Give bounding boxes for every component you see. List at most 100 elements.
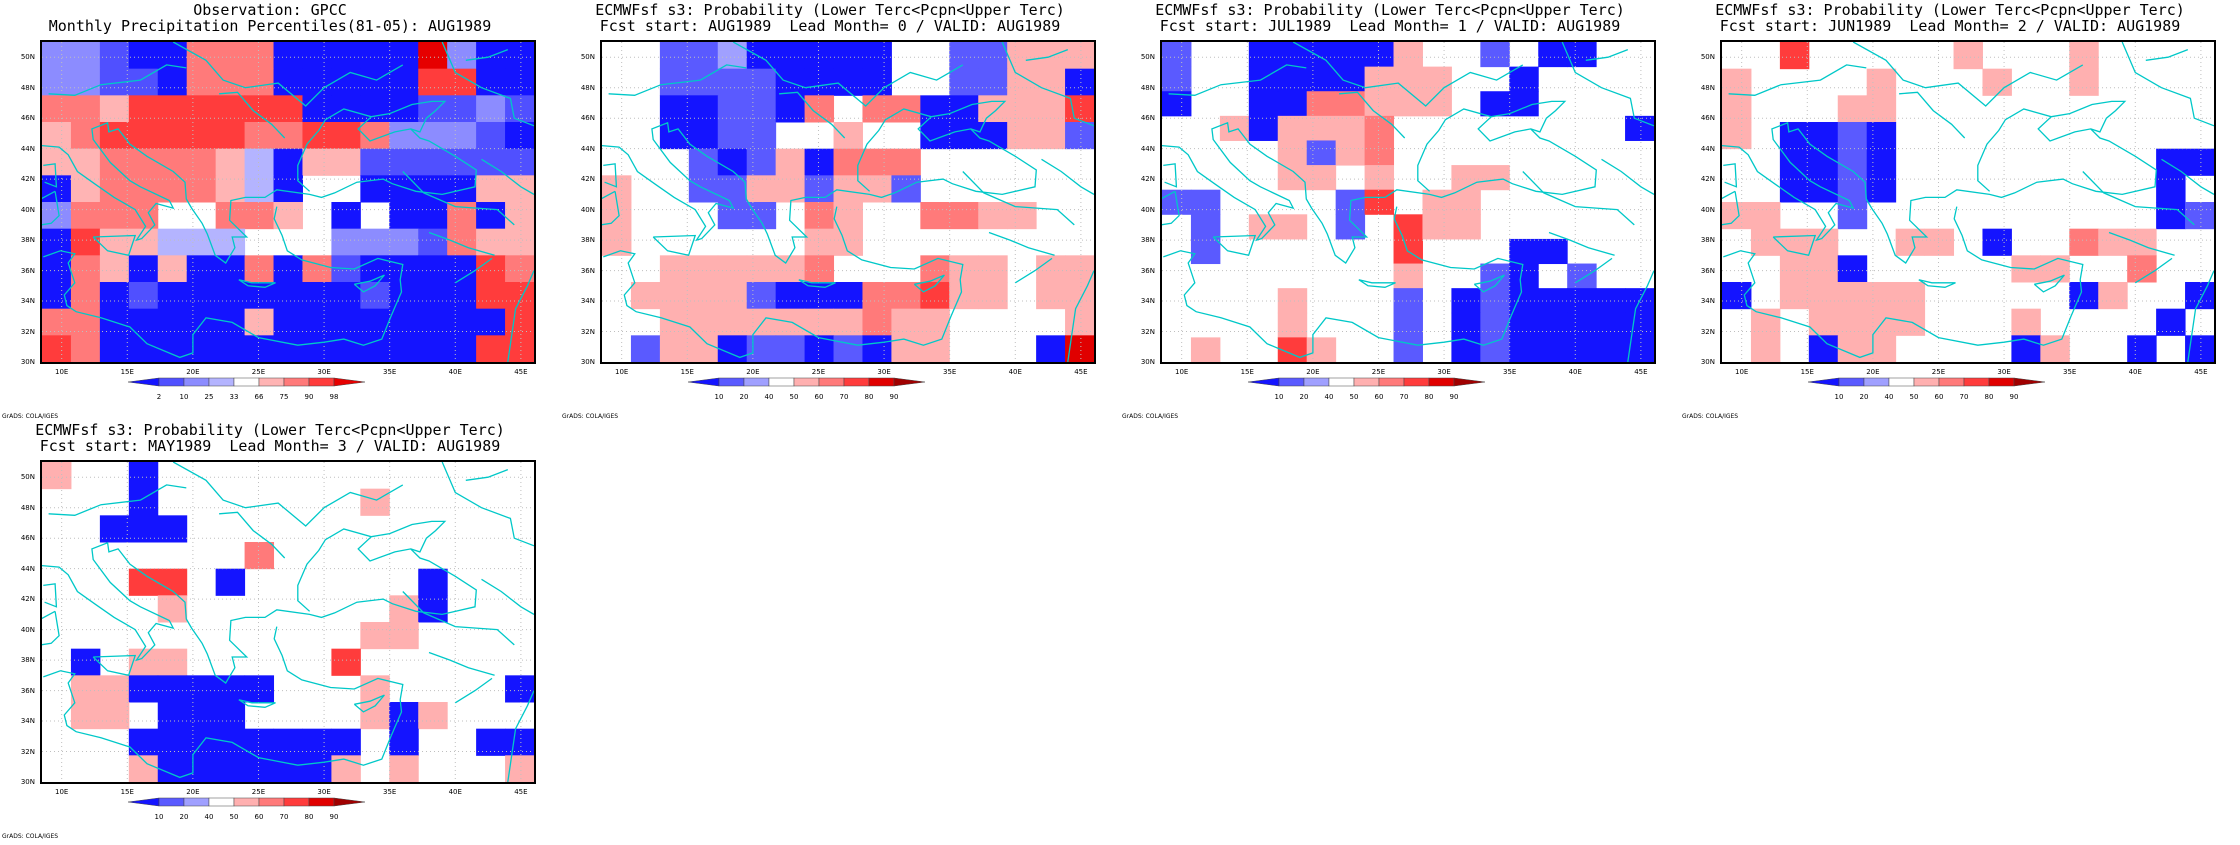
coastline	[1728, 64, 1867, 96]
grid-cell	[447, 335, 477, 362]
grid-cell	[1567, 42, 1597, 68]
lon-tick-label: 45E	[514, 788, 528, 796]
grid-cell	[505, 42, 534, 70]
lat-tick-label: 42N	[20, 595, 35, 604]
colorbar-label: 33	[229, 393, 239, 401]
grid-cell	[804, 68, 835, 96]
grid-cell	[949, 202, 979, 230]
lat-tick-label: 32N	[20, 327, 35, 336]
grid-cell	[1393, 312, 1423, 338]
grid-cell	[244, 675, 275, 703]
panel-lead-3: ECMWFsf s3: Probability (Lower Terc<Pcpn…	[0, 420, 540, 845]
colorbar-label: 50	[789, 393, 799, 401]
lon-tick-label: 45E	[1074, 368, 1088, 376]
grid-cell	[331, 648, 361, 676]
grid-cell	[331, 228, 361, 256]
grid-cell	[2069, 282, 2099, 310]
grid-cell	[602, 202, 632, 230]
colorbar-label: 20	[179, 813, 189, 821]
grid-cell	[1567, 288, 1597, 314]
coastline	[1162, 108, 1597, 264]
grid-cell	[42, 68, 72, 96]
grid-cell	[804, 148, 835, 176]
colorbar-swatch	[1403, 377, 1430, 387]
grid-cell	[244, 175, 275, 203]
grid-cell	[1625, 312, 1654, 338]
grid-cell	[1480, 288, 1510, 314]
coastline	[353, 694, 385, 713]
grid-cell	[1007, 202, 1037, 230]
grid-cell	[2098, 282, 2128, 310]
lat-tick-label: 50N	[20, 473, 35, 482]
coastline	[1067, 270, 1094, 362]
lat-tick-label: 42N	[1700, 175, 1715, 184]
lon-tick-label: 10E	[1175, 368, 1189, 376]
colorbar-label: 75	[279, 393, 289, 401]
lon-tick-label: 35E	[383, 788, 397, 796]
grid-cell	[157, 282, 188, 310]
grid-cell	[862, 42, 892, 70]
grid-cell	[659, 122, 690, 150]
coastline	[92, 234, 137, 257]
grid-cell	[389, 122, 419, 150]
grid-cell	[1779, 282, 1810, 310]
coastline	[1574, 257, 1613, 284]
colorbar-swatch	[718, 377, 745, 387]
grid-cell	[1364, 165, 1395, 191]
grid-cell	[1277, 312, 1308, 338]
grid-cell	[804, 308, 835, 336]
colorbar-label: 60	[1374, 393, 1384, 401]
grid-cell	[505, 148, 534, 176]
grid-cell	[215, 755, 246, 782]
grid-cell	[476, 175, 506, 203]
coastline	[2134, 257, 2173, 284]
grid-cell	[157, 702, 188, 730]
grid-cell	[389, 755, 419, 782]
lat-tick-label: 50N	[20, 53, 35, 62]
grid-cell	[302, 95, 332, 123]
grid-cell	[128, 95, 159, 123]
grid-cell	[273, 122, 303, 150]
coastline	[465, 468, 509, 481]
grid-cell	[1750, 202, 1781, 230]
grid-cell	[70, 308, 101, 336]
grid-cell	[1596, 337, 1626, 362]
grid-cell	[99, 335, 130, 362]
panel-subtitle: Fcst start: AUG1989 Lead Month= 0 / VALI…	[599, 17, 1061, 35]
grid-cell	[1808, 122, 1839, 150]
lon-tick-label: 25E	[1371, 368, 1386, 376]
grid-cell	[99, 148, 130, 176]
grid-cell	[1779, 42, 1810, 70]
grid-cell	[128, 308, 159, 336]
grid-cell	[244, 68, 275, 96]
lat-tick-label: 38N	[1140, 236, 1155, 245]
grid-cell	[1808, 308, 1839, 336]
grid-cell	[244, 308, 275, 336]
grid-cell	[418, 42, 448, 70]
grid-cell	[360, 95, 390, 123]
grid-cell	[186, 95, 217, 123]
grid-cell	[978, 282, 1008, 310]
grid-cell	[1306, 42, 1337, 68]
grid-cell	[447, 175, 477, 203]
colorbar-label: 60	[254, 813, 264, 821]
grid-cell	[1837, 282, 1868, 310]
grid-cell	[1451, 165, 1481, 191]
colorbar-swatch	[158, 797, 185, 807]
grid-cell	[1065, 122, 1094, 150]
grid-cell	[804, 175, 835, 203]
grid-cell	[389, 42, 419, 70]
lat-tick-label: 46N	[580, 114, 595, 123]
colorbar-label: 20	[739, 393, 749, 401]
grid-cell	[70, 68, 101, 96]
grid-cell	[1866, 95, 1897, 123]
grid-cell	[70, 148, 101, 176]
grid-cell	[99, 255, 130, 283]
colorbar-label: 10	[1834, 393, 1844, 401]
lat-tick-label: 40N	[1700, 205, 1715, 214]
lon-tick-label: 40E	[2128, 368, 2142, 376]
grid-cell	[447, 148, 477, 176]
panel-title: ECMWFsf s3: Probability (Lower Terc<Pcpn…	[35, 421, 505, 439]
colorbar-svg	[687, 377, 926, 387]
lon-tick-label: 25E	[251, 788, 266, 796]
